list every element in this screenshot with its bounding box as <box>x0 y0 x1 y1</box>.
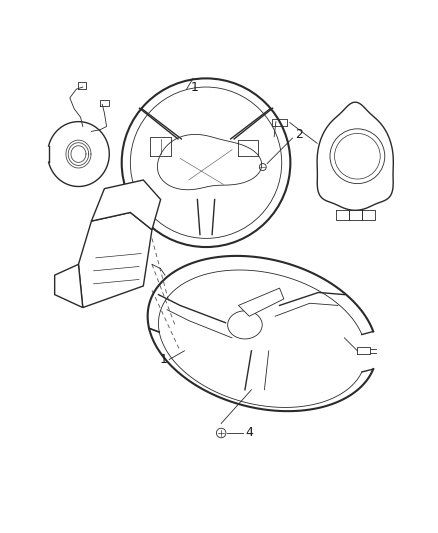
Ellipse shape <box>228 311 262 339</box>
Polygon shape <box>78 213 152 308</box>
Polygon shape <box>317 102 393 211</box>
Text: 1: 1 <box>159 353 167 366</box>
Polygon shape <box>238 288 284 316</box>
Text: 1: 1 <box>191 80 199 93</box>
Polygon shape <box>92 180 161 230</box>
Polygon shape <box>55 264 83 308</box>
Text: 4: 4 <box>245 426 253 440</box>
Text: 2: 2 <box>295 128 303 141</box>
Polygon shape <box>157 134 262 190</box>
Circle shape <box>216 428 226 438</box>
